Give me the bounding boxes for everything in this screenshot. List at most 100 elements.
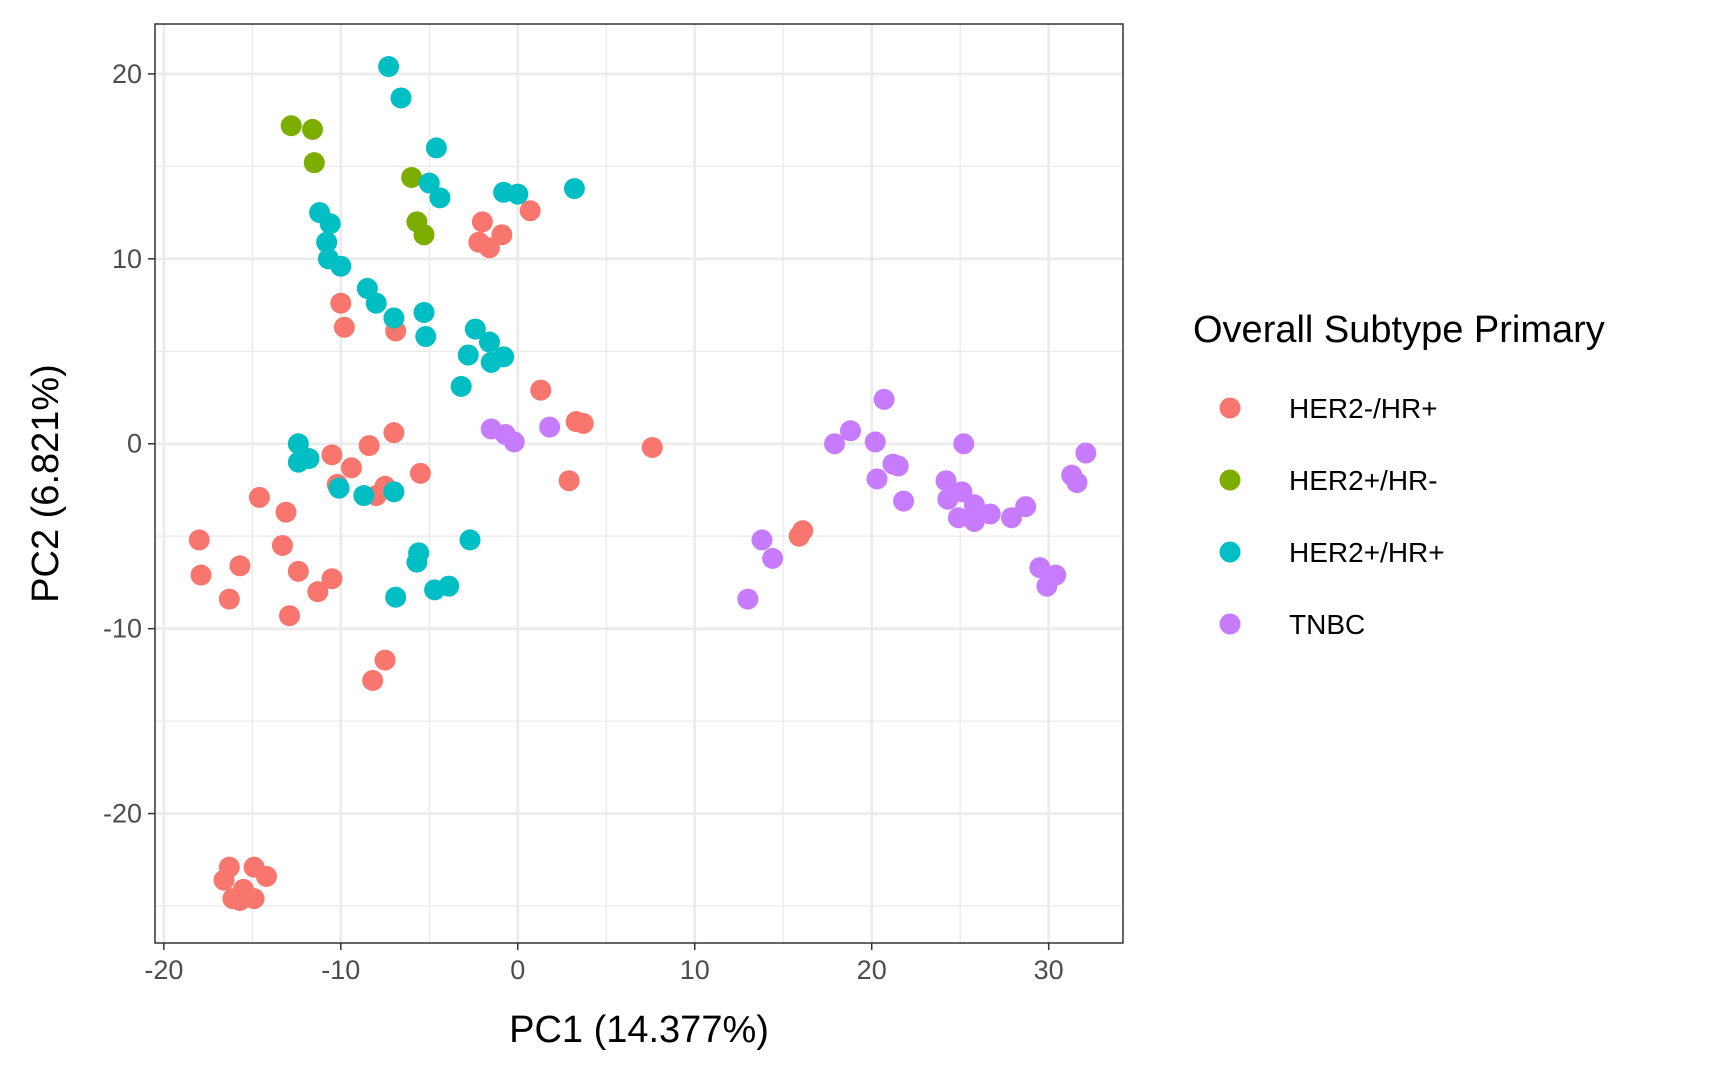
data-point [864, 431, 886, 453]
x-tick-label: 10 [680, 955, 710, 985]
data-point [762, 547, 784, 569]
data-point [1029, 557, 1051, 579]
data-point [415, 325, 437, 347]
data-point [358, 435, 380, 457]
y-tick-label: 0 [127, 429, 142, 459]
x-tick-label: 0 [510, 955, 525, 985]
data-point [383, 422, 405, 444]
y-tick-label: -10 [103, 614, 142, 644]
data-point [374, 649, 396, 671]
x-tick-label: -10 [321, 955, 360, 985]
data-point [413, 224, 435, 246]
legend-label: HER2+/HR+ [1289, 537, 1445, 568]
data-point [383, 481, 405, 503]
legend-label: HER2+/HR- [1289, 465, 1438, 496]
data-point [478, 331, 500, 353]
series-group [280, 115, 435, 246]
data-point [271, 534, 293, 556]
data-point [519, 200, 541, 222]
data-point [365, 292, 387, 314]
data-point [383, 307, 405, 329]
data-point [979, 503, 1001, 525]
x-tick-label: 30 [1034, 955, 1064, 985]
data-point [390, 87, 412, 109]
data-point [248, 486, 270, 508]
panel-background [155, 24, 1123, 943]
data-point [953, 433, 975, 455]
data-point [303, 152, 325, 174]
legend-item: TNBC [1219, 609, 1365, 640]
data-point [280, 115, 302, 137]
data-point [450, 375, 472, 397]
series-group [287, 56, 585, 608]
data-point [330, 292, 352, 314]
legend-key [1219, 541, 1241, 563]
data-point [788, 525, 810, 547]
data-point [493, 346, 515, 368]
data-point [530, 379, 552, 401]
data-point [243, 888, 265, 910]
data-point [751, 529, 773, 551]
data-point [316, 231, 338, 253]
legend-key [1219, 397, 1241, 419]
y-tick-label: 20 [112, 59, 142, 89]
data-point [1066, 472, 1088, 494]
data-point [409, 462, 431, 484]
data-point [839, 420, 861, 442]
data-point [275, 501, 297, 523]
data-point [213, 869, 235, 891]
data-point [333, 316, 355, 338]
points-layer [188, 56, 1097, 911]
data-point [328, 477, 350, 499]
data-point [893, 490, 915, 512]
data-point [307, 581, 329, 603]
data-point [287, 433, 309, 455]
data-point [385, 586, 407, 608]
data-point [963, 494, 985, 516]
legend-item: HER2-/HR+ [1219, 393, 1438, 424]
legend-key [1219, 613, 1241, 635]
data-point [1075, 442, 1097, 464]
data-point [255, 865, 277, 887]
panel-border [154, 23, 1124, 944]
data-point [563, 178, 585, 200]
data-point [378, 56, 400, 78]
data-point [457, 344, 479, 366]
y-axis-title: PC2 (6.821%) [25, 364, 67, 603]
data-point [935, 470, 957, 492]
legend-label: HER2-/HR+ [1289, 393, 1438, 424]
data-point [413, 301, 435, 323]
data-point [1015, 496, 1037, 518]
x-tick-label: -20 [144, 955, 183, 985]
legend-item: HER2+/HR+ [1219, 537, 1445, 568]
data-point [873, 388, 895, 410]
legend: Overall Subtype Primary HER2-/HR+ HER2+/H… [1193, 309, 1605, 640]
legend-item: HER2+/HR- [1219, 465, 1438, 496]
data-point [190, 564, 212, 586]
grid-layer [155, 24, 1123, 943]
x-axis-title: PC1 (14.377%) [509, 1009, 769, 1051]
data-point [330, 255, 352, 277]
legend-label: TNBC [1289, 609, 1365, 640]
data-point [287, 560, 309, 582]
data-point [278, 605, 300, 627]
data-point [572, 412, 594, 434]
data-point [887, 455, 909, 477]
data-point [188, 529, 210, 551]
data-point [362, 669, 384, 691]
legend-title: Overall Subtype Primary [1193, 309, 1605, 351]
data-point [229, 555, 251, 577]
data-point [558, 470, 580, 492]
data-point [353, 485, 375, 507]
data-point [464, 318, 486, 340]
legend-key [1219, 469, 1241, 491]
data-point [301, 118, 323, 140]
data-point [298, 448, 320, 470]
data-point [947, 507, 969, 529]
data-point [491, 224, 513, 246]
data-point [1001, 507, 1023, 529]
data-point [963, 510, 985, 532]
axes-layer: -20 -10 0 10 20 30 -20 -10 0 10 20 [103, 59, 1064, 985]
